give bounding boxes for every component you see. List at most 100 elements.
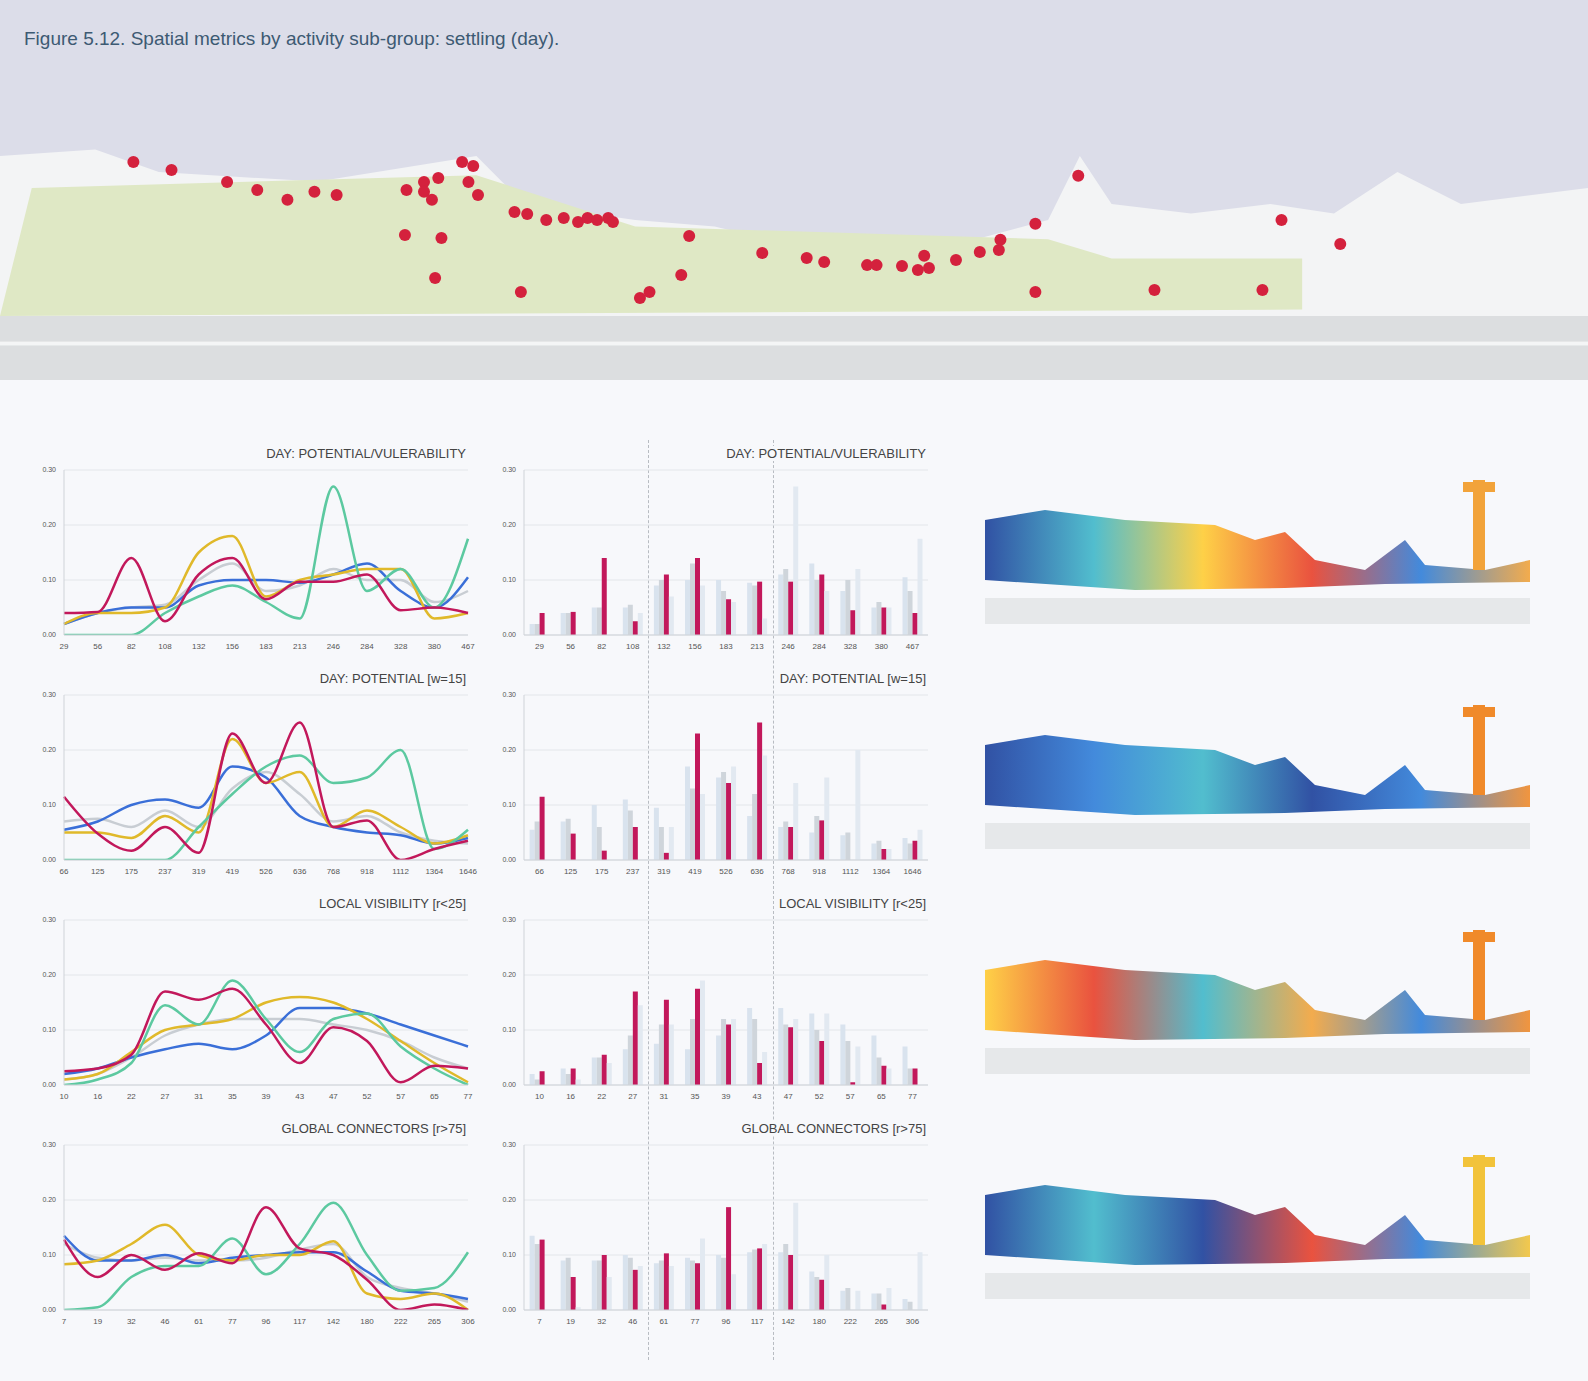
svg-text:0.20: 0.20 bbox=[42, 1196, 56, 1203]
svg-text:1646: 1646 bbox=[904, 867, 922, 876]
svg-text:0.20: 0.20 bbox=[42, 746, 56, 753]
svg-text:43: 43 bbox=[295, 1092, 304, 1101]
svg-text:0.10: 0.10 bbox=[42, 1026, 56, 1033]
svg-text:237: 237 bbox=[626, 867, 640, 876]
svg-text:319: 319 bbox=[657, 867, 671, 876]
svg-text:77: 77 bbox=[228, 1317, 237, 1326]
svg-text:0.30: 0.30 bbox=[42, 1141, 56, 1148]
svg-text:0.00: 0.00 bbox=[502, 856, 516, 863]
svg-text:32: 32 bbox=[127, 1317, 136, 1326]
svg-text:43: 43 bbox=[753, 1092, 762, 1101]
svg-text:77: 77 bbox=[690, 1317, 699, 1326]
svg-text:1112: 1112 bbox=[842, 867, 859, 876]
svg-text:47: 47 bbox=[329, 1092, 338, 1101]
svg-text:117: 117 bbox=[293, 1317, 306, 1326]
svg-text:265: 265 bbox=[428, 1317, 442, 1326]
svg-text:1364: 1364 bbox=[425, 867, 443, 876]
svg-text:27: 27 bbox=[628, 1092, 637, 1101]
svg-text:526: 526 bbox=[719, 867, 733, 876]
svg-text:35: 35 bbox=[228, 1092, 237, 1101]
svg-text:10: 10 bbox=[60, 1092, 69, 1101]
svg-text:0.30: 0.30 bbox=[42, 691, 56, 698]
svg-text:0.30: 0.30 bbox=[502, 691, 516, 698]
svg-text:768: 768 bbox=[327, 867, 341, 876]
svg-text:328: 328 bbox=[844, 642, 858, 651]
svg-text:0.00: 0.00 bbox=[502, 1081, 516, 1088]
svg-text:108: 108 bbox=[626, 642, 640, 651]
svg-text:132: 132 bbox=[657, 642, 671, 651]
svg-text:0.10: 0.10 bbox=[42, 1251, 56, 1258]
svg-text:32: 32 bbox=[597, 1317, 606, 1326]
svg-text:213: 213 bbox=[293, 642, 307, 651]
svg-text:66: 66 bbox=[535, 867, 544, 876]
svg-text:46: 46 bbox=[628, 1317, 637, 1326]
svg-text:213: 213 bbox=[750, 642, 764, 651]
svg-text:132: 132 bbox=[192, 642, 206, 651]
svg-text:7: 7 bbox=[537, 1317, 542, 1326]
svg-text:183: 183 bbox=[259, 642, 273, 651]
svg-text:306: 306 bbox=[906, 1317, 920, 1326]
svg-text:0.00: 0.00 bbox=[42, 1306, 56, 1313]
svg-text:175: 175 bbox=[125, 867, 139, 876]
svg-text:0.30: 0.30 bbox=[502, 1141, 516, 1148]
svg-text:96: 96 bbox=[722, 1317, 731, 1326]
svg-text:31: 31 bbox=[194, 1092, 203, 1101]
svg-text:0.10: 0.10 bbox=[502, 801, 516, 808]
svg-text:768: 768 bbox=[781, 867, 795, 876]
svg-text:77: 77 bbox=[908, 1092, 917, 1101]
svg-text:77: 77 bbox=[464, 1092, 473, 1101]
svg-text:419: 419 bbox=[688, 867, 702, 876]
svg-text:56: 56 bbox=[566, 642, 575, 651]
svg-text:52: 52 bbox=[815, 1092, 824, 1101]
svg-text:0.10: 0.10 bbox=[502, 1251, 516, 1258]
svg-text:0.00: 0.00 bbox=[42, 856, 56, 863]
svg-text:66: 66 bbox=[60, 867, 69, 876]
svg-text:125: 125 bbox=[91, 867, 105, 876]
svg-text:222: 222 bbox=[394, 1317, 408, 1326]
svg-text:96: 96 bbox=[262, 1317, 271, 1326]
svg-text:61: 61 bbox=[659, 1317, 668, 1326]
svg-text:0.00: 0.00 bbox=[42, 631, 56, 638]
svg-text:142: 142 bbox=[781, 1317, 795, 1326]
svg-text:183: 183 bbox=[719, 642, 733, 651]
svg-text:1364: 1364 bbox=[872, 867, 890, 876]
svg-text:19: 19 bbox=[566, 1317, 575, 1326]
svg-text:47: 47 bbox=[784, 1092, 793, 1101]
svg-text:175: 175 bbox=[595, 867, 609, 876]
svg-text:10: 10 bbox=[535, 1092, 544, 1101]
svg-text:57: 57 bbox=[396, 1092, 405, 1101]
svg-text:380: 380 bbox=[428, 642, 442, 651]
svg-text:265: 265 bbox=[875, 1317, 889, 1326]
svg-text:319: 319 bbox=[192, 867, 206, 876]
svg-text:222: 222 bbox=[844, 1317, 858, 1326]
svg-text:306: 306 bbox=[461, 1317, 475, 1326]
svg-text:467: 467 bbox=[461, 642, 475, 651]
svg-text:46: 46 bbox=[161, 1317, 170, 1326]
svg-text:7: 7 bbox=[62, 1317, 67, 1326]
svg-text:65: 65 bbox=[877, 1092, 886, 1101]
svg-text:284: 284 bbox=[360, 642, 374, 651]
svg-text:328: 328 bbox=[394, 642, 408, 651]
svg-text:108: 108 bbox=[158, 642, 172, 651]
svg-text:0.20: 0.20 bbox=[502, 521, 516, 528]
svg-text:16: 16 bbox=[93, 1092, 102, 1101]
svg-text:16: 16 bbox=[566, 1092, 575, 1101]
svg-text:237: 237 bbox=[158, 867, 172, 876]
svg-text:0.20: 0.20 bbox=[502, 746, 516, 753]
svg-text:0.30: 0.30 bbox=[42, 466, 56, 473]
svg-text:0.10: 0.10 bbox=[42, 801, 56, 808]
svg-text:246: 246 bbox=[781, 642, 795, 651]
svg-text:246: 246 bbox=[327, 642, 341, 651]
svg-text:142: 142 bbox=[327, 1317, 341, 1326]
svg-text:419: 419 bbox=[226, 867, 240, 876]
svg-text:82: 82 bbox=[597, 642, 606, 651]
svg-text:1646: 1646 bbox=[459, 867, 477, 876]
svg-text:636: 636 bbox=[293, 867, 307, 876]
svg-text:180: 180 bbox=[360, 1317, 374, 1326]
svg-text:0.10: 0.10 bbox=[42, 576, 56, 583]
svg-text:82: 82 bbox=[127, 642, 136, 651]
svg-text:1112: 1112 bbox=[392, 867, 409, 876]
svg-text:467: 467 bbox=[906, 642, 920, 651]
svg-text:125: 125 bbox=[564, 867, 578, 876]
svg-text:0.00: 0.00 bbox=[502, 1306, 516, 1313]
